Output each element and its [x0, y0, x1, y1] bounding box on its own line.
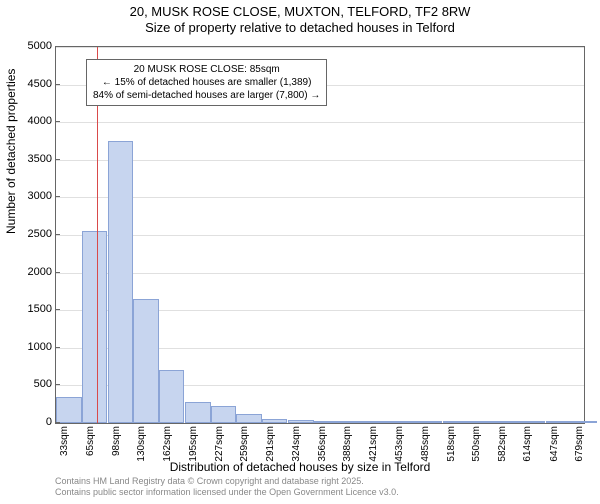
xtick-label: 324sqm: [291, 426, 302, 462]
xtick-label: 485sqm: [420, 426, 431, 462]
histogram-bar: [211, 406, 237, 423]
ytick-label: 500: [34, 378, 52, 390]
xtick-label: 259sqm: [239, 426, 250, 462]
histogram-bar: [417, 421, 443, 423]
annotation-box: 20 MUSK ROSE CLOSE: 85sqm← 15% of detach…: [86, 59, 327, 106]
ytick-label: 2500: [28, 228, 52, 240]
histogram-bar: [494, 421, 520, 423]
xtick-label: 582sqm: [497, 426, 508, 462]
xtick-label: 388sqm: [342, 426, 353, 462]
ytick-mark: [55, 84, 60, 85]
ytick-label: 1000: [28, 341, 52, 353]
ytick-mark: [55, 121, 60, 122]
histogram-bar: [288, 420, 314, 423]
grid-line: [56, 47, 584, 48]
histogram-bar: [339, 421, 365, 423]
xtick-label: 356sqm: [317, 426, 328, 462]
grid-line: [56, 160, 584, 161]
histogram-bar: [365, 421, 391, 423]
ytick-label: 3500: [28, 153, 52, 165]
grid-line: [56, 235, 584, 236]
xtick-label: 647sqm: [549, 426, 560, 462]
grid-line: [56, 122, 584, 123]
ytick-label: 1500: [28, 303, 52, 315]
histogram-bar: [56, 397, 82, 423]
histogram-bar: [108, 141, 134, 423]
xtick-label: 195sqm: [188, 426, 199, 462]
histogram-bar: [185, 402, 211, 423]
histogram-bar: [262, 419, 288, 424]
ytick-mark: [55, 384, 60, 385]
y-axis-label: Number of detached properties: [4, 69, 18, 234]
xtick-label: 679sqm: [574, 426, 585, 462]
ytick-mark: [55, 347, 60, 348]
xtick-label: 130sqm: [136, 426, 147, 462]
ytick-mark: [55, 196, 60, 197]
xtick-label: 518sqm: [446, 426, 457, 462]
x-axis-label: Distribution of detached houses by size …: [0, 460, 600, 474]
annotation-line: 20 MUSK ROSE CLOSE: 85sqm: [93, 63, 320, 76]
ytick-mark: [55, 309, 60, 310]
ytick-mark: [55, 422, 60, 423]
histogram-bar: [391, 421, 417, 423]
chart-title-line1: 20, MUSK ROSE CLOSE, MUXTON, TELFORD, TF…: [0, 4, 600, 19]
xtick-label: 65sqm: [85, 426, 96, 456]
xtick-label: 453sqm: [394, 426, 405, 462]
xtick-label: 98sqm: [111, 426, 122, 456]
ytick-mark: [55, 46, 60, 47]
xtick-label: 614sqm: [522, 426, 533, 462]
histogram-bar: [519, 421, 545, 423]
xtick-label: 227sqm: [214, 426, 225, 462]
histogram-bar: [468, 421, 494, 423]
ytick-mark: [55, 159, 60, 160]
ytick-label: 2000: [28, 266, 52, 278]
footer-attribution: Contains HM Land Registry data © Crown c…: [55, 476, 399, 498]
histogram-bar: [443, 421, 469, 423]
annotation-line: ← 15% of detached houses are smaller (1,…: [93, 76, 320, 89]
xtick-label: 421sqm: [368, 426, 379, 462]
plot-area: 20 MUSK ROSE CLOSE: 85sqm← 15% of detach…: [55, 46, 585, 424]
chart-title-line2: Size of property relative to detached ho…: [0, 20, 600, 35]
xtick-label: 162sqm: [162, 426, 173, 462]
histogram-bar: [236, 414, 262, 423]
footer-line-1: Contains HM Land Registry data © Crown c…: [55, 476, 399, 487]
ytick-mark: [55, 234, 60, 235]
footer-line-2: Contains public sector information licen…: [55, 487, 399, 498]
ytick-label: 4500: [28, 78, 52, 90]
ytick-label: 4000: [28, 115, 52, 127]
grid-line: [56, 197, 584, 198]
ytick-label: 3000: [28, 190, 52, 202]
ytick-label: 0: [46, 416, 52, 428]
ytick-mark: [55, 272, 60, 273]
annotation-line: 84% of semi-detached houses are larger (…: [93, 89, 320, 102]
histogram-bar: [571, 421, 597, 423]
histogram-bar: [82, 231, 108, 423]
xtick-label: 33sqm: [59, 426, 70, 456]
histogram-bar: [159, 370, 185, 423]
histogram-bar: [546, 421, 572, 423]
xtick-label: 291sqm: [265, 426, 276, 462]
histogram-bar: [314, 421, 340, 423]
histogram-bar: [133, 299, 159, 423]
ytick-label: 5000: [28, 40, 52, 52]
grid-line: [56, 273, 584, 274]
xtick-label: 550sqm: [471, 426, 482, 462]
